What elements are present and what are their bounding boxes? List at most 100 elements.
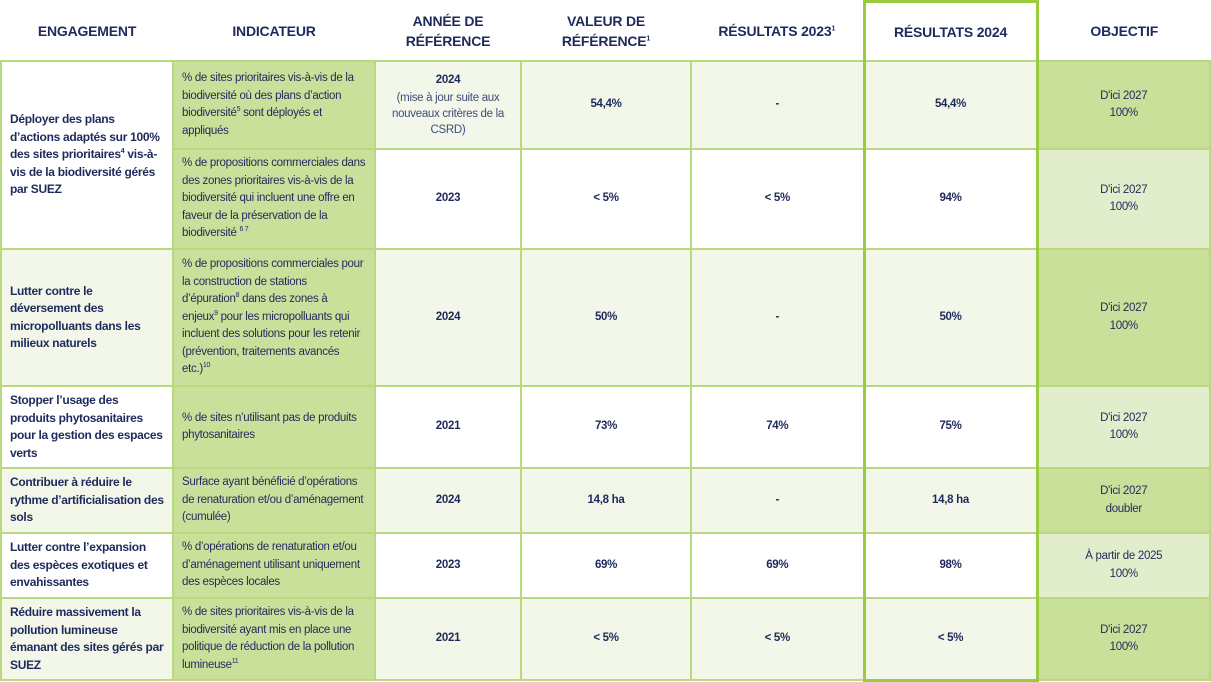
reference-value-cell: 14,8 ha (520, 467, 692, 534)
objective-line: D'ici 2027 (1100, 411, 1148, 424)
text-part: pour les micropolluants qui incluent des… (182, 310, 361, 376)
results-2023-cell: 69% (690, 532, 865, 599)
engagement-cell: Lutter contre l’expansion des espèces ex… (0, 532, 174, 599)
header-res2023-label: RÉSULTATS 2023 (718, 22, 832, 39)
results-2023-cell: - (690, 248, 865, 387)
objective-line: 100% (1109, 429, 1139, 441)
reference-year: 2021 (435, 632, 461, 645)
results-2024-cell: 94% (862, 148, 1039, 250)
header-resultats-2024: RÉSULTATS 2024 (862, 0, 1039, 62)
results-2023-cell: 74% (690, 385, 865, 469)
objective-line: 100% (1109, 107, 1139, 119)
footnote-marker: 1 (831, 25, 836, 33)
reference-year: 2024 (435, 310, 461, 323)
reference-year-cell: 2023 (374, 148, 522, 250)
reference-year: 2024 (435, 74, 461, 87)
table-row: Réduire massivement la pollution lumineu… (0, 597, 1211, 682)
objective-cell: D'ici 2027 100% (1036, 597, 1211, 681)
indicator-cell: Surface ayant bénéficié d’opérations de … (172, 467, 376, 534)
results-2023-cell: < 5% (690, 148, 865, 250)
reference-year: 2023 (435, 192, 461, 205)
results-2024-cell: 50% (862, 248, 1039, 387)
engagement-cell: Déployer des plans d’actions adaptés sur… (0, 60, 174, 250)
indicator-cell: % de sites n’utilisant pas de produits p… (172, 385, 376, 469)
objective-cell: D'ici 2027 100% (1036, 148, 1211, 250)
engagement-cell: Stopper l’usage des produits phytosanita… (0, 385, 174, 469)
objective-cell: À partir de 2025 100% (1036, 532, 1211, 599)
results-2024-cell: 98% (862, 532, 1039, 599)
text-part: Réduire massivement la pollution lumineu… (10, 605, 164, 672)
reference-year-cell: 2024 (374, 467, 522, 534)
footnote-marker: 5 (236, 106, 241, 114)
reference-year-cell: 2024 (374, 248, 522, 387)
results-2023-cell: - (690, 60, 865, 150)
results-2023-cell: - (690, 467, 865, 534)
text-part: Surface ayant bénéficié d’opérations de … (182, 476, 364, 524)
reference-value-cell: < 5% (520, 148, 692, 250)
table-row: Contribuer à réduire le rythme d’artific… (0, 467, 1211, 534)
footnote-marker: 10 (202, 362, 211, 370)
header-row: ENGAGEMENT INDICATEUR ANNÉE DE RÉFÉRENCE… (1, 0, 1210, 62)
reference-year-cell: 2024 (mise à jour suite aux nouveaux crit… (374, 60, 522, 150)
table-row: Lutter contre l’expansion des espèces ex… (0, 532, 1211, 599)
text-part: dans des zones à enjeux (182, 293, 328, 323)
text-part: % de propositions commerciales dans des … (182, 157, 366, 240)
indicator-cell: % de propositions commerciales pour la c… (172, 248, 376, 387)
objective-cell: D'ici 2027 100% (1036, 385, 1211, 469)
footnote-marker: 11 (231, 657, 239, 665)
text-part: Déployer des plans d’actions adaptés sur… (10, 112, 160, 162)
reference-year-cell: 2021 (374, 597, 522, 681)
objective-line: D'ici 2027 (1100, 485, 1148, 497)
text-part: Lutter contre le déversement des micropo… (10, 283, 141, 351)
text-part: Lutter contre l’expansion des espèces ex… (10, 540, 148, 590)
reference-year-note: (mise à jour suite aux nouveaux critères… (391, 91, 504, 136)
header-valeur-label: VALEUR DE RÉFÉRENCE (561, 12, 647, 49)
text-part: % de sites prioritaires vis-à-vis de la … (182, 606, 355, 671)
footnote-marker: 4 (120, 148, 125, 156)
objective-line: 100% (1109, 201, 1139, 213)
results-2024-cell: 54,4% (862, 60, 1039, 150)
text-part: % de sites prioritaires vis-à-vis de la … (182, 72, 354, 119)
objective-line: D'ici 2027 (1100, 623, 1148, 636)
objective-line: À partir de 2025 (1085, 550, 1163, 562)
reference-value-cell: 54,4% (520, 60, 692, 150)
objective-line: 100% (1109, 319, 1139, 332)
objective-line: 100% (1109, 567, 1139, 580)
footnote-marker: 1 (646, 35, 651, 43)
reference-year-cell: 2023 (374, 532, 522, 599)
reference-value-cell: < 5% (520, 597, 692, 681)
reference-year: 2024 (435, 493, 461, 506)
footnote-marker: 9 (214, 309, 218, 317)
indicator-cell: % de sites prioritaires vis-à-vis de la … (172, 60, 376, 150)
objective-line: 100% (1109, 641, 1139, 653)
engagement-cell: Lutter contre le déversement des micropo… (0, 248, 174, 387)
header-engagement: ENGAGEMENT (37, 22, 137, 39)
header-indicateur: INDICATEUR (232, 22, 316, 39)
text-part: % de sites n’utilisant pas de produits p… (182, 411, 357, 442)
objective-line: doubler (1105, 502, 1143, 515)
engagement-cell: Réduire massivement la pollution lumineu… (0, 597, 174, 681)
table-row: Stopper l’usage des produits phytosanita… (0, 385, 1211, 469)
text-part: % d’opérations de renaturation et/ou d’a… (182, 541, 360, 589)
text-part: Contribuer à réduire le rythme d’artific… (10, 475, 164, 525)
objective-cell: D'ici 2027 100% (1036, 60, 1211, 150)
indicator-cell: % de sites prioritaires vis-à-vis de la … (172, 597, 376, 681)
text-part: Stopper l’usage des produits phytosanita… (10, 393, 163, 460)
header-annee: ANNÉE DE RÉFÉRENCE (375, 2, 521, 62)
table-row: % de propositions commerciales dans des … (1, 148, 1211, 250)
text-part: % de propositions commerciales pour la c… (182, 258, 364, 306)
engagement-cell: Contribuer à réduire le rythme d’artific… (0, 467, 174, 534)
objective-line: D'ici 2027 (1100, 183, 1148, 196)
footnote-marker: 8 (235, 292, 240, 300)
header-valeur: VALEUR DE RÉFÉRENCE1 (521, 2, 691, 62)
objective-line: D'ici 2027 (1100, 302, 1148, 314)
reference-value-cell: 50% (520, 248, 692, 387)
objective-line: D'ici 2027 (1100, 89, 1148, 102)
table-row: Lutter contre le déversement des micropo… (0, 248, 1211, 387)
header-annee-label: ANNÉE DE RÉFÉRENCE (405, 12, 491, 49)
results-2024-cell: 75% (862, 385, 1039, 469)
objective-cell: D'ici 2027 100% (1036, 248, 1211, 387)
reference-value-cell: 73% (520, 385, 692, 469)
table-row: Déployer des plans d’actions adaptés sur… (0, 60, 1211, 250)
